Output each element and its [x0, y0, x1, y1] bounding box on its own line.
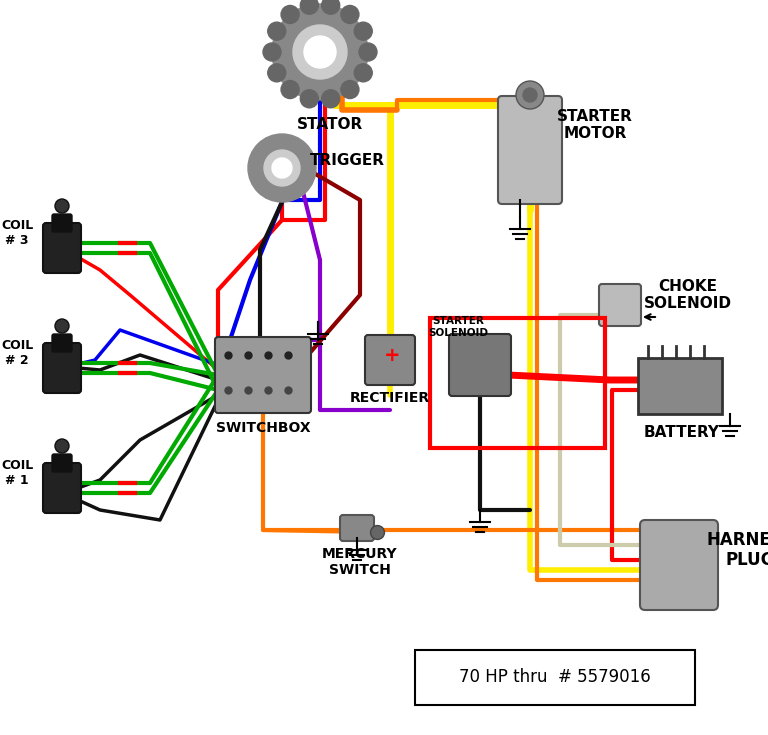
Text: +: + [384, 345, 400, 365]
Circle shape [523, 88, 537, 102]
Circle shape [354, 22, 372, 40]
FancyBboxPatch shape [43, 463, 81, 513]
FancyBboxPatch shape [498, 96, 562, 204]
Circle shape [248, 134, 316, 202]
Circle shape [263, 43, 281, 61]
FancyBboxPatch shape [43, 223, 81, 273]
Bar [415, 650, 695, 705]
Circle shape [264, 150, 300, 186]
Circle shape [55, 319, 69, 333]
Circle shape [322, 0, 339, 14]
Circle shape [268, 22, 286, 40]
Circle shape [281, 5, 299, 24]
Circle shape [359, 43, 377, 61]
Text: RECTIFIER: RECTIFIER [350, 391, 430, 405]
FancyBboxPatch shape [638, 358, 722, 414]
Text: TRIGGER: TRIGGER [310, 152, 385, 168]
Circle shape [354, 64, 372, 82]
Text: STATOR: STATOR [297, 117, 363, 132]
FancyBboxPatch shape [43, 343, 81, 393]
Text: STARTER
MOTOR: STARTER MOTOR [557, 109, 633, 141]
Text: CHOKE
SOLENOID: CHOKE SOLENOID [644, 279, 732, 311]
FancyBboxPatch shape [599, 284, 641, 326]
FancyBboxPatch shape [449, 334, 511, 396]
Circle shape [281, 81, 299, 98]
FancyBboxPatch shape [215, 337, 311, 413]
Circle shape [293, 25, 347, 79]
Circle shape [272, 158, 292, 178]
Circle shape [300, 0, 318, 14]
Circle shape [268, 64, 286, 82]
Text: HARNESS
PLUG: HARNESS PLUG [706, 531, 768, 570]
Text: COIL
# 2: COIL # 2 [1, 339, 33, 367]
Text: COIL
# 1: COIL # 1 [1, 459, 33, 487]
Text: 70 HP thru  # 5579016: 70 HP thru # 5579016 [459, 668, 650, 686]
FancyBboxPatch shape [365, 335, 415, 385]
FancyBboxPatch shape [340, 515, 374, 541]
Circle shape [341, 5, 359, 24]
FancyBboxPatch shape [640, 520, 718, 610]
Text: SWITCHBOX: SWITCHBOX [216, 421, 310, 435]
Circle shape [322, 90, 339, 108]
FancyBboxPatch shape [52, 454, 72, 472]
Circle shape [55, 199, 69, 213]
Text: COIL
# 3: COIL # 3 [1, 219, 33, 247]
Text: BATTERY: BATTERY [644, 425, 720, 440]
Circle shape [300, 90, 318, 108]
Circle shape [341, 81, 359, 98]
Circle shape [272, 4, 368, 100]
Circle shape [304, 36, 336, 68]
Bar [430, 318, 605, 448]
FancyBboxPatch shape [52, 334, 72, 352]
Text: STARTER
SOLENOID: STARTER SOLENOID [428, 316, 488, 338]
Circle shape [55, 439, 69, 453]
Circle shape [516, 81, 544, 109]
FancyBboxPatch shape [52, 214, 72, 232]
Text: MERCURY
SWITCH: MERCURY SWITCH [323, 547, 398, 577]
